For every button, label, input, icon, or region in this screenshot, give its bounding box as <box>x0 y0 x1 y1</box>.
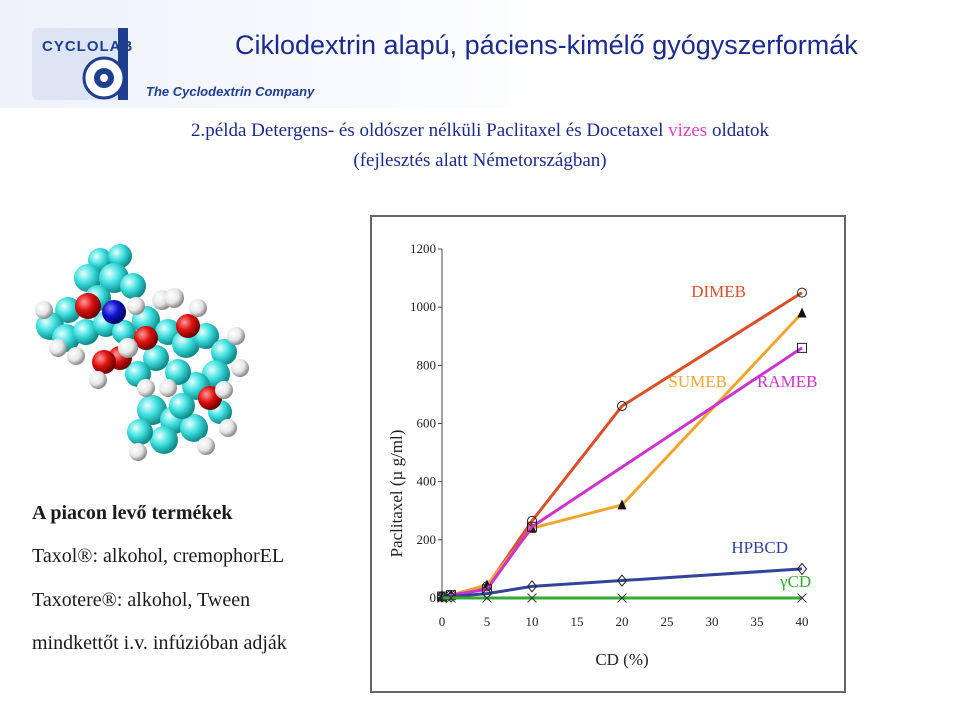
molecule-model <box>28 240 268 470</box>
subtitle-line-1: 2.példa Detergens- és oldószer nélküli P… <box>0 120 960 142</box>
data-point <box>616 574 628 587</box>
x-tick-label: 0 <box>439 614 446 629</box>
data-point <box>797 287 807 298</box>
page-title: Ciklodextrin alapú, páciens-kimélő gyógy… <box>235 30 858 60</box>
x-tick-label: 5 <box>484 614 491 629</box>
series-label-rameb: RAMEB <box>757 372 817 391</box>
data-point <box>797 593 807 603</box>
data-point <box>437 593 447 603</box>
paclitaxel-solubility-chart: 0 200 400 600 800 1000 1200 0 5 10 15 20 25 30 35 40 CD … <box>387 241 817 669</box>
taxol-note: Taxol®: alkohol, cremophorEL <box>32 545 285 567</box>
subtitle-prefix: 2.példa Detergens- és oldószer nélküli P… <box>191 120 669 141</box>
y-tick-label: 1000 <box>410 299 436 314</box>
cyclolab-logo: CYCLOLAB The Cyclodextrin Company <box>30 24 320 104</box>
data-point <box>796 562 808 576</box>
series-label-hpbcd: HPBCD <box>731 538 788 557</box>
x-tick-label: 10 <box>526 614 539 629</box>
data-point <box>617 401 627 412</box>
data-point <box>797 307 807 318</box>
chart-frame: 0 200 400 600 800 1000 1200 0 5 10 15 20 25 30 35 40 CD … <box>370 215 846 693</box>
data-point <box>446 593 456 603</box>
x-tick-label: 20 <box>616 614 629 629</box>
data-point <box>526 580 538 593</box>
data-point <box>527 521 537 532</box>
data-point <box>617 499 627 510</box>
series-label-γcd: γCD <box>779 572 811 591</box>
infusion-note: mindkettőt i.v. infúzióban adják <box>32 632 287 654</box>
logo-tagline: The Cyclodextrin Company <box>146 84 315 99</box>
logo-graphic <box>32 28 128 100</box>
data-point <box>797 342 807 353</box>
subtitle-line-2: (fejlesztés alatt Németországban) <box>353 150 607 171</box>
taxotere-note: Taxotere®: alkohol, Tween <box>32 589 251 611</box>
y-tick-label: 1200 <box>410 241 436 256</box>
data-point <box>527 593 537 603</box>
series-label-dimeb: DIMEB <box>691 282 746 301</box>
x-tick-label: 25 <box>661 614 674 629</box>
y-tick-label: 400 <box>417 474 437 489</box>
x-tick-label: 15 <box>571 614 584 629</box>
subtitle-suffix: oldatok <box>707 120 769 141</box>
series-line-rameb <box>441 346 803 599</box>
molecule-graphic <box>35 244 249 461</box>
y-tick-label: 200 <box>417 532 437 547</box>
subtitle-highlight: vizes <box>668 120 708 141</box>
y-tick-label: 600 <box>417 416 437 431</box>
x-tick-label: 35 <box>751 614 764 629</box>
logo-text: CYCLOLAB <box>42 38 134 55</box>
x-tick-label: 40 <box>796 614 809 629</box>
y-axis-label: Paclitaxel (µ g/ml) <box>387 430 406 558</box>
x-axis-label: CD (%) <box>595 650 648 669</box>
y-tick-label: 0 <box>430 590 437 605</box>
header-band <box>0 0 960 108</box>
series-label-sumeb: SUMEB <box>668 372 727 391</box>
x-tick-label: 30 <box>706 614 719 629</box>
data-point <box>482 593 492 603</box>
data-point <box>617 593 627 603</box>
market-products-heading: A piacon levő termékek <box>32 502 233 524</box>
y-tick-label: 800 <box>417 357 437 372</box>
